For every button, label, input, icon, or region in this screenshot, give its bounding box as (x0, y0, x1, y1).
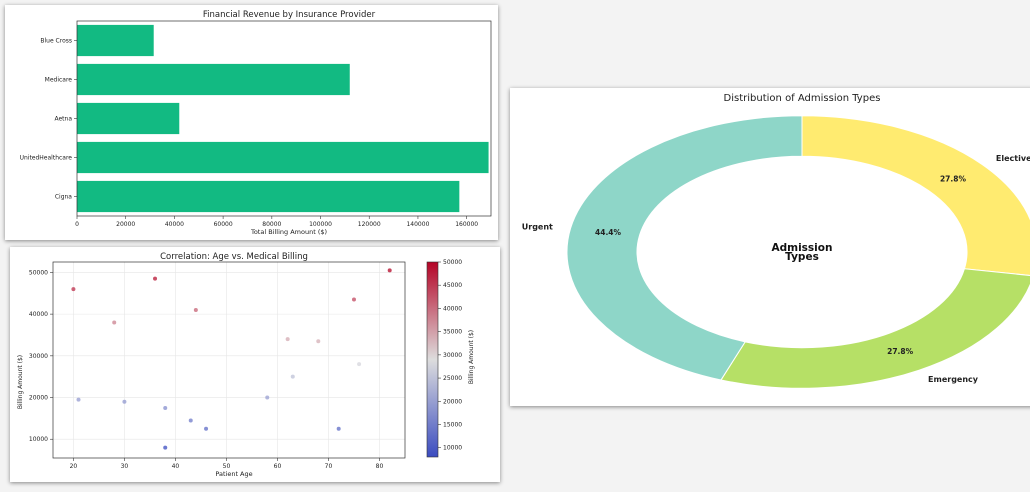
x-tick-label: 40000 (165, 221, 184, 228)
x-tick-label: 40 (172, 463, 180, 470)
x-tick-label: 70 (325, 463, 333, 470)
y-tick-label: 20000 (29, 395, 48, 402)
x-tick-label: 80000 (262, 221, 281, 228)
bar-x-axis-label: Total Billing Amount ($) (250, 228, 327, 236)
bar-chart-title: Financial Revenue by Insurance Provider (203, 10, 376, 20)
y-tick-label: Blue Cross (40, 38, 72, 45)
scatter-point (351, 297, 356, 302)
scatter-point (122, 399, 127, 404)
scatter-y-axis-label: Billing Amount ($) (17, 355, 24, 409)
y-tick-label: 30000 (29, 353, 48, 360)
scatter-point (290, 374, 295, 379)
donut-pct-label: 27.8% (887, 347, 914, 356)
donut-slice-elective (801, 115, 1030, 277)
x-tick-label: 0 (75, 221, 79, 228)
donut-chart-panel: Distribution of Admission Types Admissio… (510, 88, 1030, 406)
scatter-chart-panel: Correlation: Age vs. Medical Billing Pat… (10, 247, 500, 482)
donut-category-label: Emergency (928, 375, 979, 384)
donut-chart: Distribution of Admission Types Admissio… (522, 93, 1030, 389)
donut-pct-label: 27.8% (940, 175, 967, 184)
bar-blue-cross (77, 24, 154, 57)
x-tick-label: 20 (70, 463, 78, 470)
scatter-point (71, 287, 76, 292)
bar-chart: Financial Revenue by Insurance Provider … (20, 10, 492, 236)
scatter-point (316, 339, 321, 344)
colorbar-tick-label: 50000 (443, 259, 462, 266)
y-tick-label: 10000 (29, 436, 48, 443)
colorbar-tick-label: 30000 (443, 352, 462, 359)
x-tick-label: 60000 (214, 221, 233, 228)
scatter-x-axis-label: Patient Age (215, 470, 252, 478)
bar-chart-panel: Financial Revenue by Insurance Provider … (5, 5, 498, 240)
scatter-point (265, 395, 270, 400)
scatter-point (76, 397, 81, 402)
bar-aetna (77, 102, 180, 135)
scatter-point (193, 307, 198, 312)
colorbar-tick-label: 40000 (443, 305, 462, 312)
donut-category-label: Urgent (522, 222, 553, 231)
x-tick-label: 60 (274, 463, 282, 470)
donut-center-label-line1: Admission (772, 242, 833, 254)
colorbar-tick-label: 45000 (443, 282, 462, 289)
colorbar-tick-label: 35000 (443, 329, 462, 336)
scatter-point (387, 268, 392, 273)
donut-pct-label: 44.4% (595, 228, 622, 237)
y-tick-label: Aetna (54, 116, 72, 123)
scatter-point (336, 426, 341, 431)
scatter-point (163, 445, 168, 450)
donut-category-label: Elective (996, 154, 1030, 163)
bar-medicare (77, 63, 350, 96)
scatter-point (357, 362, 362, 367)
scatter-point (188, 418, 193, 423)
colorbar-label: Billing Amount ($) (468, 330, 475, 384)
x-tick-label: 50 (223, 463, 231, 470)
scatter-chart: Correlation: Age vs. Medical Billing Pat… (17, 252, 475, 478)
bar-unitedhealthcare (77, 141, 489, 174)
x-tick-label: 140000 (406, 221, 429, 228)
scatter-point (153, 276, 158, 281)
x-tick-label: 30 (121, 463, 129, 470)
x-tick-label: 120000 (358, 221, 381, 228)
donut-chart-title: Distribution of Admission Types (724, 93, 881, 104)
bar-cigna (77, 180, 460, 213)
donut-slice-urgent (566, 115, 803, 381)
donut-slice-emergency (720, 268, 1030, 389)
bar-plot-frame (76, 20, 492, 217)
scatter-chart-title: Correlation: Age vs. Medical Billing (160, 252, 308, 262)
colorbar-tick-label: 20000 (443, 398, 462, 405)
scatter-plot-frame (52, 261, 406, 459)
x-tick-label: 80 (376, 463, 384, 470)
y-tick-label: 40000 (29, 311, 48, 318)
scatter-point (163, 405, 168, 410)
x-tick-label: 100000 (309, 221, 332, 228)
y-tick-label: UnitedHealthcare (20, 155, 73, 162)
donut-center-label-line2: Types (785, 251, 819, 263)
colorbar-tick-label: 25000 (443, 375, 462, 382)
colorbar-tick-label: 15000 (443, 422, 462, 429)
scatter-point (285, 337, 290, 342)
y-tick-label: Cigna (55, 194, 72, 201)
scatter-point (112, 320, 117, 325)
y-tick-label: Medicare (45, 77, 73, 84)
x-tick-label: 160000 (455, 221, 478, 228)
y-tick-label: 50000 (29, 269, 48, 276)
colorbar-tick-label: 10000 (443, 445, 462, 452)
colorbar (426, 261, 439, 458)
x-tick-label: 20000 (116, 221, 135, 228)
scatter-point (204, 426, 209, 431)
